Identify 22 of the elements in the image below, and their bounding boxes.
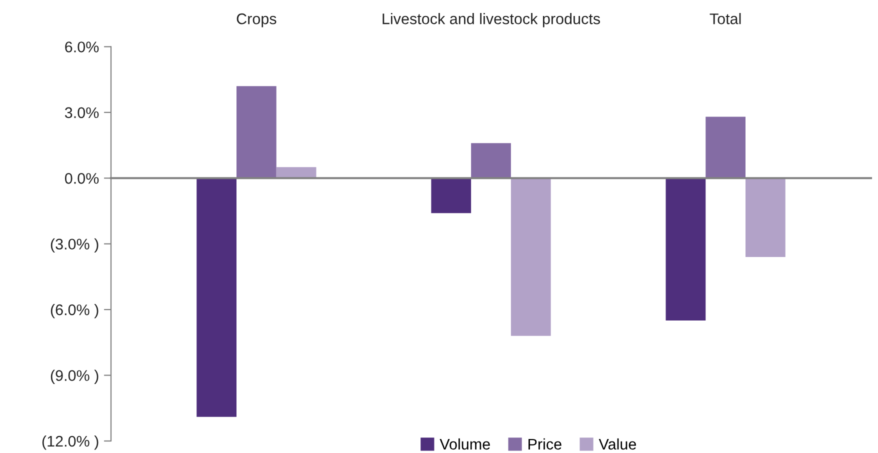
y-tick-label: 3.0% [64,107,99,118]
x-tick-label: Crops [236,13,276,28]
legend-label: Volume [440,438,490,450]
y-tick-label: (3.0% ) [50,238,98,253]
y-tick-label: 6.0% [65,42,99,52]
bar [431,178,472,214]
bar [276,167,316,178]
bar [471,143,511,178]
y-tick-label: (9.0% ) [50,370,98,384]
x-tick-label: Livestock and livestock products [382,13,600,28]
y-tick-label: (6.0% ) [50,304,98,318]
bar [666,178,706,321]
y-tick-label: 0.0% [64,173,99,184]
bar [746,178,786,257]
bar [196,178,236,417]
y-tick-label: (12.0% ) [42,435,98,450]
legend-label: Price [528,438,562,450]
bar [510,178,551,336]
legend-label: Value [598,438,636,450]
bar [706,116,746,178]
bar [236,86,276,178]
x-tick-label: Total [710,13,741,24]
